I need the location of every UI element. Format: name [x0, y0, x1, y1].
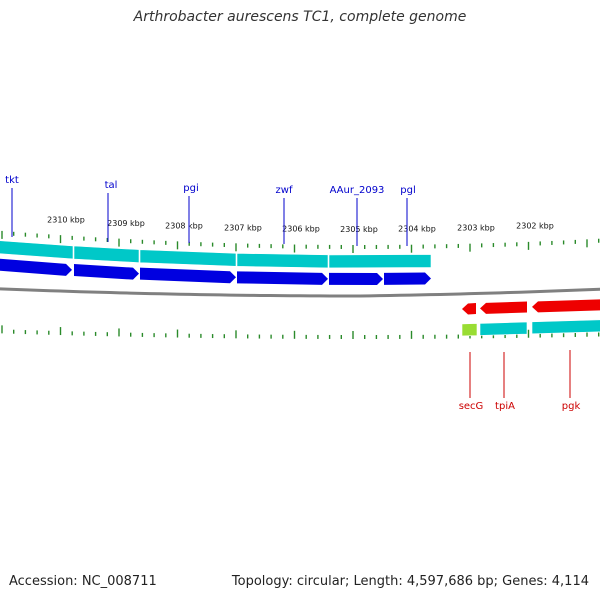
reverse-cds-1 [461, 323, 478, 337]
scale-label: 2306 kbp [282, 225, 320, 234]
gene-label-tpiA: tpiA [495, 401, 515, 412]
backbone [0, 287, 600, 298]
gene-label-tal: tal [105, 180, 118, 191]
forward-gene-arrow-6 [384, 272, 431, 285]
forward-gene-arrow-5 [329, 272, 383, 285]
scale-label: 2305 kbp [340, 225, 378, 234]
reverse-gene-arrow-1 [462, 303, 476, 315]
reverse-gene-arrow-3 [532, 299, 600, 313]
gene-label-pgi: pgi [183, 183, 198, 194]
forward-gene-arrow-2 [74, 264, 139, 280]
scale-label: 2304 kbp [398, 225, 436, 234]
reverse-gene-arrow-2 [480, 301, 527, 314]
forward-cds-track [0, 240, 432, 269]
topology-text: Topology: circular; Length: 4,597,686 bp… [231, 574, 589, 589]
gene-labels: tkt tal pgi zwf AAur_2093 pgl secG tpiA pgk [5, 175, 580, 412]
scale-label: 2302 kbp [516, 222, 554, 231]
forward-gene-arrow-1 [0, 258, 72, 276]
scale-labels: 2310 kbp 2309 kbp 2308 kbp 2307 kbp 2306 kbp… [47, 215, 554, 234]
scale-label: 2303 kbp [457, 224, 495, 233]
accession-text: Accession: NC_008711 [9, 574, 157, 589]
gene-label-pgl: pgl [400, 185, 415, 196]
scale-label: 2308 kbp [165, 222, 203, 231]
reverse-gene-track [462, 299, 600, 315]
gene-label-secG: secG [459, 401, 484, 412]
gene-label-pgk: pgk [562, 401, 581, 412]
reverse-cds-track [461, 319, 600, 337]
gene-label-tkt: tkt [5, 175, 19, 186]
scale-label: 2310 kbp [47, 215, 85, 224]
forward-cds-5 [328, 254, 432, 269]
forward-cds-4 [236, 253, 329, 269]
genome-title: Arthrobacter aurescens TC1, complete gen… [133, 9, 467, 25]
reverse-cds-2 [479, 321, 528, 336]
forward-cds-2 [73, 245, 140, 263]
gene-label-zwf: zwf [276, 185, 293, 196]
forward-cds-3 [139, 249, 237, 267]
backbone-line [0, 287, 600, 298]
forward-cds-1 [0, 240, 74, 260]
forward-gene-arrow-3 [140, 267, 236, 284]
gene-label-AAur_2093: AAur_2093 [330, 185, 385, 196]
reverse-cds-3 [531, 319, 600, 335]
scale-label: 2309 kbp [107, 219, 145, 228]
forward-gene-track [0, 258, 431, 285]
forward-gene-arrow-4 [237, 271, 328, 285]
scale-label: 2307 kbp [224, 223, 262, 232]
